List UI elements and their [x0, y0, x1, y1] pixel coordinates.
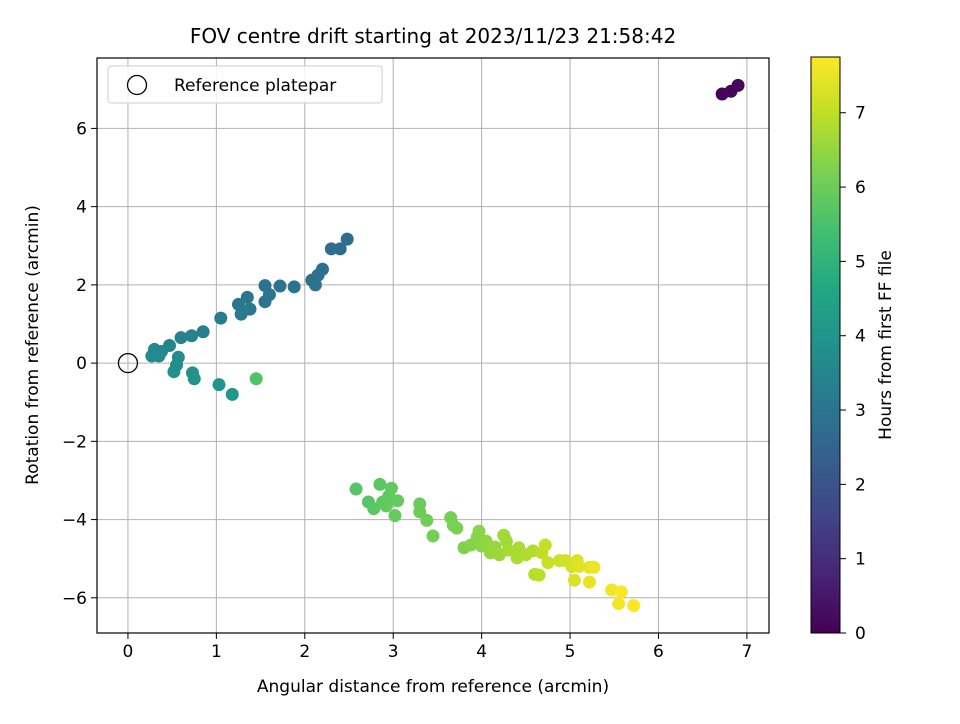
colorbar-tick-label: 6 [855, 178, 866, 198]
x-tick-label: 4 [476, 642, 487, 662]
data-point [572, 560, 586, 574]
data-point [532, 568, 546, 582]
data-point [379, 499, 393, 513]
x-tick-label: 6 [653, 642, 664, 662]
data-point [612, 597, 626, 611]
y-tick-label: 2 [76, 276, 87, 296]
data-points [145, 78, 745, 613]
data-point [605, 583, 619, 597]
x-tick-label: 5 [565, 642, 576, 662]
data-point [249, 372, 263, 386]
colorbar-tick-label: 7 [855, 104, 866, 124]
colorbar [810, 56, 841, 634]
data-point [145, 349, 159, 363]
x-tick-label: 1 [211, 642, 222, 662]
y-axis: −6 −4 −2 0 2 4 6 [62, 119, 97, 609]
data-point [373, 477, 387, 491]
colorbar-tick-label: 4 [855, 327, 866, 347]
reference-marker [117, 352, 139, 374]
data-point [583, 575, 597, 589]
data-point [187, 372, 201, 386]
x-axis-label: Angular distance from reference (arcmin) [257, 677, 609, 697]
data-point [391, 494, 405, 508]
data-point [185, 329, 199, 343]
colorbar-tick-label: 5 [855, 252, 866, 272]
data-point [587, 560, 601, 574]
plot-frame [96, 57, 770, 634]
legend-entry: Reference platepar [174, 76, 336, 96]
data-point [340, 232, 354, 246]
colorbar-label: Hours from first FF file [876, 250, 896, 440]
data-point [225, 387, 239, 401]
y-axis-label: Rotation from reference (arcmin) [23, 205, 43, 485]
x-axis: 0 1 2 3 4 5 6 7 [123, 633, 752, 662]
data-point [413, 505, 427, 519]
colorbar-tick-label: 2 [855, 475, 866, 495]
legend-box [107, 65, 383, 104]
x-tick-label: 0 [123, 642, 134, 662]
y-tick-label: −4 [62, 511, 87, 531]
legend: Reference platepar [107, 65, 383, 104]
legend-marker [126, 74, 148, 96]
y-tick-label: 4 [76, 198, 87, 218]
data-point [196, 325, 210, 339]
data-point [174, 331, 188, 345]
data-point [308, 278, 322, 292]
data-point [258, 295, 272, 309]
data-point [627, 599, 641, 613]
data-point [731, 78, 745, 92]
x-tick-label: 3 [388, 642, 399, 662]
colorbar-axis: 0 1 2 3 4 5 6 7 [840, 104, 866, 644]
colorbar-tick-label: 1 [855, 550, 866, 570]
data-point [426, 529, 440, 543]
data-point [388, 509, 402, 523]
data-point [212, 378, 226, 392]
data-point [367, 502, 381, 516]
y-tick-label: 0 [76, 354, 87, 374]
data-point [167, 365, 181, 379]
data-point [384, 481, 398, 495]
grid [97, 58, 769, 633]
data-point [324, 242, 338, 256]
data-point [287, 280, 301, 294]
colorbar-tick-label: 3 [855, 401, 866, 421]
data-point [231, 297, 245, 311]
x-tick-label: 2 [299, 642, 310, 662]
colorbar-tick-label: 0 [855, 624, 866, 644]
data-point [567, 573, 581, 587]
data-point [450, 521, 464, 535]
y-tick-label: 6 [76, 119, 87, 139]
data-point [501, 543, 515, 557]
data-point [349, 482, 363, 496]
data-point [234, 307, 248, 321]
data-point [420, 513, 434, 527]
chart-title: FOV centre drift starting at 2023/11/23 … [190, 24, 676, 48]
data-point [538, 538, 552, 552]
data-point [614, 585, 628, 599]
x-tick-label: 7 [741, 642, 752, 662]
y-tick-label: −2 [62, 432, 87, 452]
data-point [214, 311, 228, 325]
reference-point [117, 352, 139, 374]
data-point [240, 290, 254, 304]
data-point [273, 279, 287, 293]
data-point [472, 524, 486, 538]
data-point [541, 556, 555, 570]
y-tick-label: −6 [62, 589, 87, 609]
